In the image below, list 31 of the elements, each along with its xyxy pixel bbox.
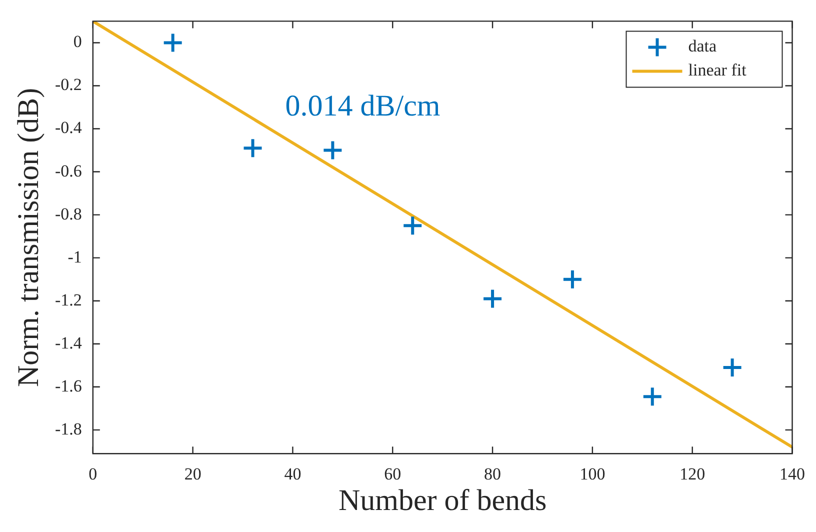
y-tick-label: -1.6 xyxy=(54,376,82,396)
y-tick-label: -0.8 xyxy=(54,204,82,224)
point xyxy=(402,215,424,236)
x-tick-label: 120 xyxy=(680,464,706,484)
legend-label: linear fit xyxy=(688,60,747,80)
x-tick-label: 60 xyxy=(384,464,402,484)
x-tick-label: 140 xyxy=(780,464,805,484)
point xyxy=(242,138,264,159)
point xyxy=(722,357,743,378)
point xyxy=(562,268,583,290)
y-tick-label: -0.4 xyxy=(54,118,82,138)
x-tick-label: 40 xyxy=(284,464,302,484)
y-tick-label: -1.2 xyxy=(54,290,82,310)
point xyxy=(322,140,344,161)
y-tick-label: -0.6 xyxy=(54,161,82,180)
x-tick-label: 20 xyxy=(184,464,202,484)
point xyxy=(642,386,663,408)
y-tick-label: -1 xyxy=(68,247,82,266)
y-tick-label: -0.2 xyxy=(54,75,82,94)
point xyxy=(482,288,504,310)
x-tick-label: 100 xyxy=(580,464,606,484)
y-tick-label: -1.4 xyxy=(54,333,82,352)
point xyxy=(162,32,184,54)
annotation: 0.014 dB/cm xyxy=(285,90,440,123)
x-tick-label: 80 xyxy=(484,464,502,484)
legend-label: data xyxy=(688,36,718,56)
y-tick-label: 0 xyxy=(73,32,82,52)
y-tick-label: -1.8 xyxy=(54,419,82,438)
y-axis-title: Norm. transmission (dB) xyxy=(12,88,45,387)
x-tick-label: 0 xyxy=(88,464,98,484)
x-axis-title: Number of bends xyxy=(338,484,547,517)
